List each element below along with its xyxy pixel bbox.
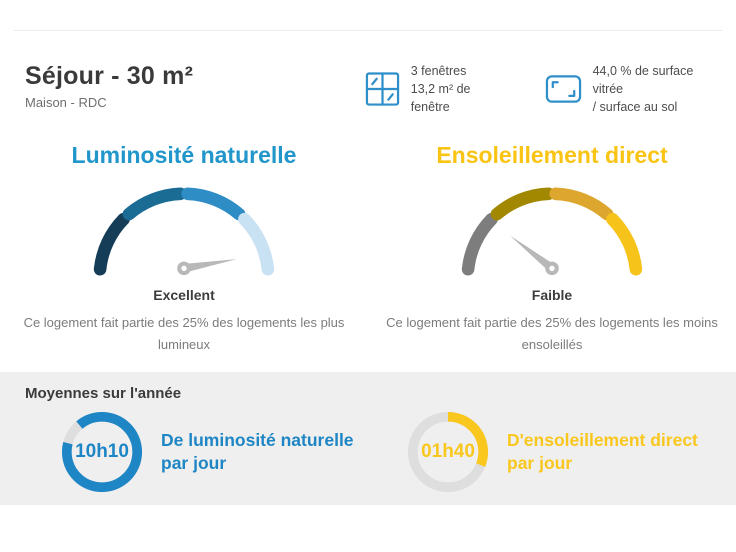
top-divider bbox=[14, 30, 722, 31]
glazing-ratio: 44,0 % de surface vitrée bbox=[592, 64, 694, 97]
page-title: Séjour - 30 m² bbox=[25, 62, 194, 90]
natural-light-average-label: De luminosité naturelle par jour bbox=[161, 430, 354, 473]
title-block: Séjour - 30 m² Maison - RDC bbox=[25, 50, 365, 110]
page-subtitle: Maison - RDC bbox=[25, 95, 107, 110]
averages-heading: Moyennes sur l'année bbox=[25, 385, 182, 402]
windows-info-text: 3 fenêtres 13,2 m² de fenêtre bbox=[411, 62, 509, 116]
natural-light-ring: 10h10 bbox=[58, 408, 146, 496]
direct-sunlight-description: Ce logement fait partie des 25% des loge… bbox=[386, 315, 718, 353]
natural-light-panel: Luminosité naturelle Excellent Ce logeme… bbox=[0, 142, 368, 356]
natural-light-title: Luminosité naturelle bbox=[71, 142, 297, 169]
yearly-averages-band: Moyennes sur l'année 10h10 De luminosité… bbox=[0, 372, 736, 505]
natural-light-average: 10h10 De luminosité naturelle par jour bbox=[58, 408, 354, 496]
direct-sunlight-ring-chart bbox=[407, 411, 489, 493]
natural-light-ring-chart bbox=[61, 411, 143, 493]
direct-sunlight-rating: Faible bbox=[531, 287, 573, 304]
natural-light-gauge bbox=[93, 187, 275, 276]
direct-sunlight-ring: 01h40 bbox=[404, 408, 492, 496]
header: Séjour - 30 m² Maison - RDC 3 fenêtres 1… bbox=[0, 0, 736, 116]
natural-light-description: Ce logement fait partie des 25% des loge… bbox=[23, 315, 345, 353]
glazing-ratio-2: / surface au sol bbox=[592, 100, 678, 115]
windows-info: 3 fenêtres 13,2 m² de fenêtre bbox=[365, 62, 509, 116]
direct-sunlight-average: 01h40 D'ensoleillement direct par jour bbox=[404, 408, 698, 496]
gauges-section: Luminosité naturelle Excellent Ce logeme… bbox=[0, 142, 736, 356]
natural-light-hours: 10h10 bbox=[75, 441, 129, 462]
glazing-info-text: 44,0 % de surface vitrée / surface au so… bbox=[593, 62, 722, 116]
glazing-info: 44,0 % de surface vitrée / surface au so… bbox=[545, 62, 722, 116]
natural-light-rating: Excellent bbox=[153, 287, 215, 304]
direct-sunlight-hours: 01h40 bbox=[421, 441, 475, 462]
direct-sunlight-title: Ensoleillement direct bbox=[436, 142, 668, 169]
window-icon bbox=[365, 70, 400, 108]
direct-sunlight-panel: Ensoleillement direct Faible Ce logement… bbox=[368, 142, 736, 356]
windows-count: 3 fenêtres bbox=[410, 64, 467, 78]
direct-sunlight-gauge bbox=[461, 187, 643, 276]
glazed-surface-icon bbox=[545, 74, 582, 105]
windows-area: 13,2 m² de fenêtre bbox=[410, 82, 471, 115]
direct-sunlight-average-label: D'ensoleillement direct par jour bbox=[507, 430, 698, 473]
